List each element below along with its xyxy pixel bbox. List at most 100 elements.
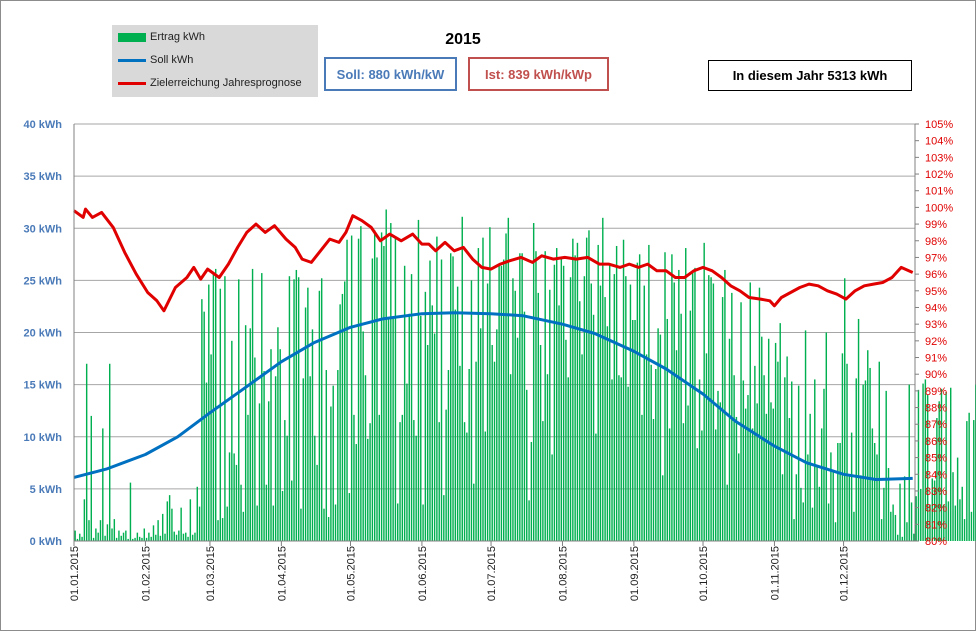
- ertrag-bar: [291, 480, 293, 541]
- legend-swatch-ertrag: [118, 32, 146, 42]
- ertrag-bar: [756, 403, 758, 541]
- ertrag-bar: [901, 536, 904, 541]
- ertrag-bar: [399, 422, 401, 541]
- ertrag-bar: [583, 276, 586, 541]
- ertrag-bar: [636, 262, 639, 541]
- ertrag-bar: [265, 484, 268, 541]
- ertrag-bar: [611, 379, 613, 541]
- ertrag-bar: [763, 375, 765, 541]
- legend-label-ziel: Zielerreichung Jahresprognose: [150, 77, 302, 89]
- ertrag-bar: [505, 233, 507, 541]
- ertrag-bar: [726, 484, 728, 541]
- ertrag-bar: [906, 522, 908, 541]
- ertrag-bar: [738, 453, 740, 541]
- ertrag-bar: [104, 535, 106, 541]
- ertrag-bar: [238, 279, 240, 541]
- x-tick-label: 01.02.2015: [140, 546, 152, 601]
- ertrag-bar: [314, 435, 316, 541]
- ertrag-bar: [558, 305, 560, 541]
- ertrag-bar: [364, 375, 367, 541]
- ertrag-bar: [694, 267, 696, 541]
- ertrag-bar: [968, 412, 970, 541]
- y-left-tick-label: 10 kWh: [23, 432, 62, 444]
- ertrag-bar: [855, 378, 857, 541]
- ertrag-bar: [784, 377, 786, 541]
- ertrag-bar: [523, 311, 526, 541]
- ertrag-bar: [224, 276, 226, 541]
- ertrag-bar: [867, 350, 869, 541]
- ertrag-bar: [286, 435, 288, 541]
- x-tick-label: 01.09.2015: [629, 546, 641, 601]
- ertrag-bar: [701, 430, 703, 541]
- ertrag-bar: [825, 332, 828, 541]
- ertrag-bar: [740, 302, 742, 541]
- ertrag-bar: [228, 452, 231, 541]
- ertrag-bar: [97, 532, 99, 541]
- ertrag-bar: [970, 511, 973, 541]
- ertrag-bar: [90, 415, 92, 541]
- ertrag-bar: [477, 248, 480, 541]
- ertrag-bar: [461, 216, 463, 541]
- ertrag-bar: [300, 508, 302, 541]
- y-right-tick-label: 104%: [925, 136, 953, 148]
- ertrag-bar: [217, 520, 219, 541]
- ertrag-bar: [295, 269, 298, 541]
- ertrag-bar: [470, 280, 473, 542]
- ertrag-bar: [560, 257, 563, 541]
- ertrag-bar: [247, 414, 249, 541]
- ertrag-bar: [390, 223, 392, 542]
- ertrag-bar: [613, 274, 616, 541]
- ertrag-bar: [793, 519, 795, 541]
- ertrag-bar: [585, 237, 588, 541]
- y-right-tick-label: 101%: [925, 186, 953, 198]
- ertrag-bar: [774, 342, 777, 541]
- ertrag-bar: [705, 353, 708, 541]
- ertrag-bar: [152, 525, 155, 541]
- ertrag-bar: [203, 311, 205, 541]
- x-tick-label: 01.11.2015: [769, 546, 781, 600]
- ertrag-bar: [281, 490, 284, 541]
- ertrag-bar: [132, 538, 134, 541]
- ertrag-bar: [256, 505, 258, 541]
- x-tick-label: 01.12.2015: [839, 546, 851, 601]
- ertrag-bar: [403, 265, 406, 541]
- ertrag-bar: [288, 276, 291, 541]
- ertrag-bar: [332, 385, 334, 541]
- ertrag-bar: [733, 375, 735, 541]
- y-right-tick-label: 88%: [925, 403, 947, 415]
- ertrag-bar: [553, 264, 556, 541]
- y-right-tick-label: 92%: [925, 336, 947, 348]
- ertrag-bar: [544, 251, 546, 541]
- ertrag-bar: [74, 530, 76, 541]
- ertrag-bar: [376, 257, 378, 541]
- ertrag-bar: [406, 383, 408, 541]
- ertrag-bar: [595, 433, 597, 541]
- ertrag-bar: [950, 387, 952, 541]
- ertrag-bar: [572, 238, 574, 541]
- legend-item-soll: Soll kWh: [118, 51, 193, 69]
- y-right-tick-label: 82%: [925, 503, 947, 515]
- ertrag-bar: [629, 284, 632, 541]
- y-left-tick-labels: 0 kWh 5 kWh 10 kWh 15 kWh 20 kWh 25 kWh 30 kWh…: [23, 119, 62, 548]
- chart-title: 2015: [445, 31, 481, 48]
- ertrag-bar: [961, 486, 963, 541]
- y-left-tick-label: 20 kWh: [23, 328, 62, 340]
- ertrag-bar: [489, 227, 491, 541]
- y-right-tick-label: 99%: [925, 219, 947, 231]
- ertrag-bar: [542, 421, 544, 541]
- y-right-tick-label: 87%: [925, 419, 947, 431]
- ertrag-bar: [129, 482, 132, 541]
- ertrag-bar: [173, 531, 175, 541]
- ertrag-bar: [466, 432, 468, 541]
- ertrag-bar: [873, 443, 876, 541]
- ertrag-bar: [85, 363, 88, 541]
- ertrag-bar: [150, 536, 152, 541]
- zielerreichung-line: [73, 207, 914, 313]
- soll-info-text: Soll: 880 kWh/kW: [336, 66, 445, 82]
- ertrag-bar: [479, 328, 482, 541]
- ertrag-bar: [500, 265, 503, 541]
- ertrag-bar: [92, 537, 95, 541]
- ertrag-bar: [846, 363, 848, 541]
- total-info-text: In diesem Jahr 5313 kWh: [732, 68, 888, 83]
